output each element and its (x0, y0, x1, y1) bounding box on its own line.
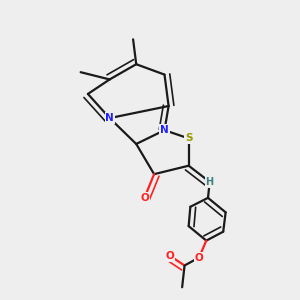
Text: N: N (160, 125, 169, 135)
Text: H: H (206, 177, 214, 187)
Text: O: O (166, 251, 174, 261)
Text: O: O (140, 193, 149, 203)
Text: S: S (185, 134, 192, 143)
Text: N: N (105, 113, 114, 123)
Text: O: O (195, 253, 203, 262)
